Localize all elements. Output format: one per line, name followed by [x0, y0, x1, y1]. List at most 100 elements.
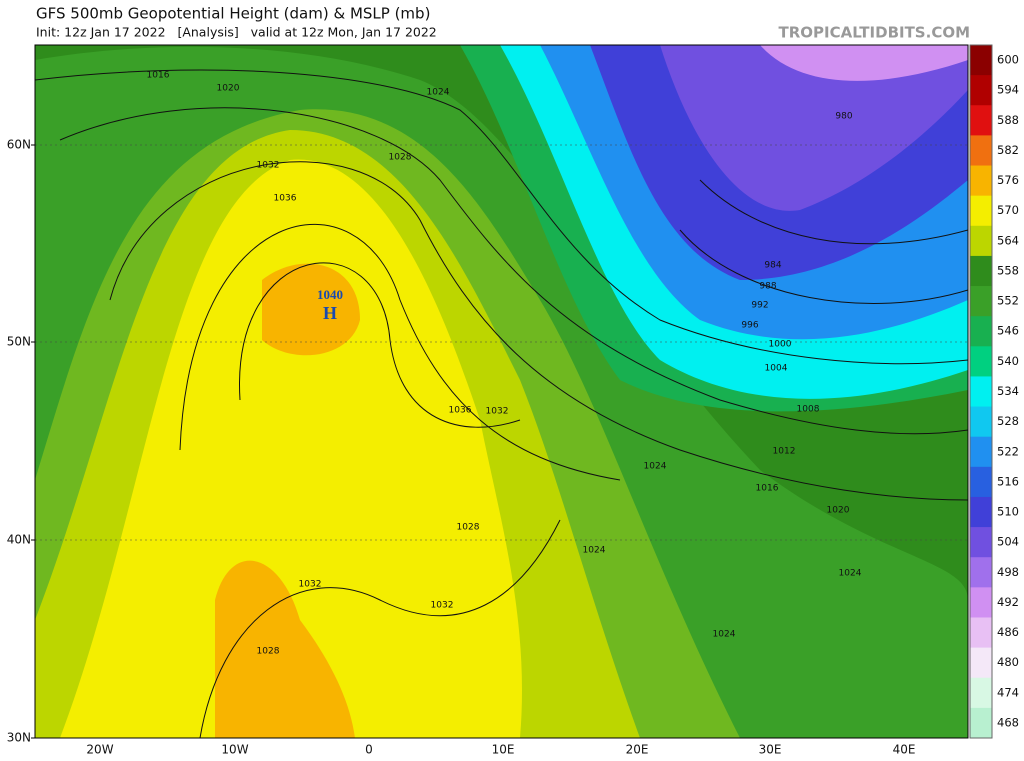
colorbar-label: 522 [997, 444, 1019, 458]
colorbar-label: 486 [997, 625, 1019, 639]
isobar-label: 1028 [257, 647, 280, 657]
isobar-label: 1032 [431, 601, 454, 611]
colorbar-swatch [970, 677, 992, 709]
isobar-label: 1000 [769, 340, 792, 350]
colorbar-label: 558 [997, 263, 1019, 277]
colorbar-swatch [970, 496, 992, 528]
isobar-label: 1016 [147, 71, 170, 81]
field [60, 159, 522, 738]
lon-label: 20E [626, 743, 649, 757]
source: TROPICALTIDBITS.COM [779, 24, 971, 42]
isobar [59, 107, 968, 435]
colorbar-label: 516 [997, 474, 1019, 488]
isobar-label: 1024 [583, 546, 606, 556]
isobar-label: 1036 [449, 406, 472, 416]
colorbar-label: 582 [997, 143, 1019, 157]
isobar [199, 519, 561, 738]
isobar-label: 988 [759, 282, 776, 292]
isobar-label: 1020 [217, 84, 240, 94]
colorbar-swatch [970, 286, 992, 317]
isobar-label: 1032 [299, 580, 322, 590]
colorbar-label: 540 [997, 354, 1019, 368]
colorbar-swatch [970, 255, 992, 287]
colorbar-label: 474 [997, 685, 1019, 699]
colorbar-label: 594 [997, 83, 1019, 97]
isobar [35, 69, 968, 365]
colorbar-swatch [970, 105, 992, 136]
colorbar-label: 510 [997, 505, 1019, 519]
map-frame [34, 44, 969, 739]
lon-label: 0 [365, 743, 373, 757]
isobar-label: 1012 [773, 447, 796, 457]
colorbar-label: 588 [997, 113, 1019, 127]
colorbar-label: 570 [997, 203, 1019, 217]
title: GFS 500mb Geopotential Height (dam) & MS… [36, 5, 430, 23]
colorbar-label: 498 [997, 565, 1019, 579]
lon-label: 10W [221, 743, 248, 757]
colorbar-label: 504 [997, 535, 1019, 549]
colorbar-label: 600 [997, 53, 1019, 67]
lon-label: 40E [893, 743, 916, 757]
field [660, 45, 968, 211]
isobar-label: 1036 [274, 194, 297, 204]
colorbar-swatch [970, 45, 992, 76]
colorbar-label: 576 [997, 173, 1019, 187]
colorbar-swatch [970, 316, 992, 347]
colorbar-swatch [970, 436, 992, 468]
isobar-label: 1024 [427, 88, 450, 98]
colorbar-swatch [970, 225, 992, 257]
map-area [35, 45, 968, 738]
colorbar-swatch [970, 587, 992, 618]
colorbar-swatch [970, 707, 992, 739]
lon-label: 30E [759, 743, 782, 757]
colorbar-swatch [970, 165, 992, 197]
colorbar-label: 534 [997, 384, 1019, 398]
isobar-label: 1032 [257, 161, 280, 171]
colorbar-label: 564 [997, 233, 1019, 247]
high-pressure: 1040 [317, 287, 343, 302]
colorbar-swatch [970, 466, 992, 498]
isobar [179, 223, 621, 481]
isobar [679, 229, 968, 304]
colorbar-label: 492 [997, 595, 1019, 609]
lon-label: 10E [492, 743, 515, 757]
isobar-label: 1032 [486, 407, 509, 417]
colorbar-swatch [970, 75, 992, 106]
isobar-label: 992 [751, 301, 768, 311]
field [262, 263, 360, 356]
colorbar-swatch [970, 406, 992, 438]
colorbar-label: 546 [997, 324, 1019, 338]
isobar-label: 1016 [756, 484, 779, 494]
colorbar-swatch [970, 195, 992, 227]
colorbar-swatch [970, 135, 992, 167]
isobar-label: 1024 [713, 630, 736, 640]
isobar-label: 980 [835, 112, 852, 122]
isobar-label: 1020 [827, 506, 850, 516]
colorbar-swatch [970, 557, 992, 588]
colorbar-swatch [970, 346, 992, 377]
colorbar-label: 552 [997, 294, 1019, 308]
colorbar-swatch [970, 376, 992, 408]
isobar [239, 262, 521, 428]
lat-label: 40N [7, 533, 31, 547]
isobar [699, 179, 968, 245]
colorbar-label: 528 [997, 414, 1019, 428]
colorbar-swatch [970, 527, 992, 558]
colorbar-swatch [970, 647, 992, 679]
isobar-label: 1004 [765, 364, 788, 374]
graticule [35, 144, 968, 541]
lon-label: 20W [86, 743, 113, 757]
colorbar-label: 480 [997, 655, 1019, 669]
field [215, 560, 355, 738]
colorbar-frame [969, 44, 993, 739]
isobar-label: 1008 [797, 405, 820, 415]
high-symbol: H [323, 303, 337, 323]
lat-label: 50N [7, 335, 31, 349]
isobars [35, 69, 968, 738]
lat-label: 30N [7, 731, 31, 745]
isobar [109, 161, 968, 501]
subtitle: Init: 12z Jan 17 2022 [Analysis] valid a… [36, 25, 437, 40]
isobar-label: 1028 [389, 153, 412, 163]
